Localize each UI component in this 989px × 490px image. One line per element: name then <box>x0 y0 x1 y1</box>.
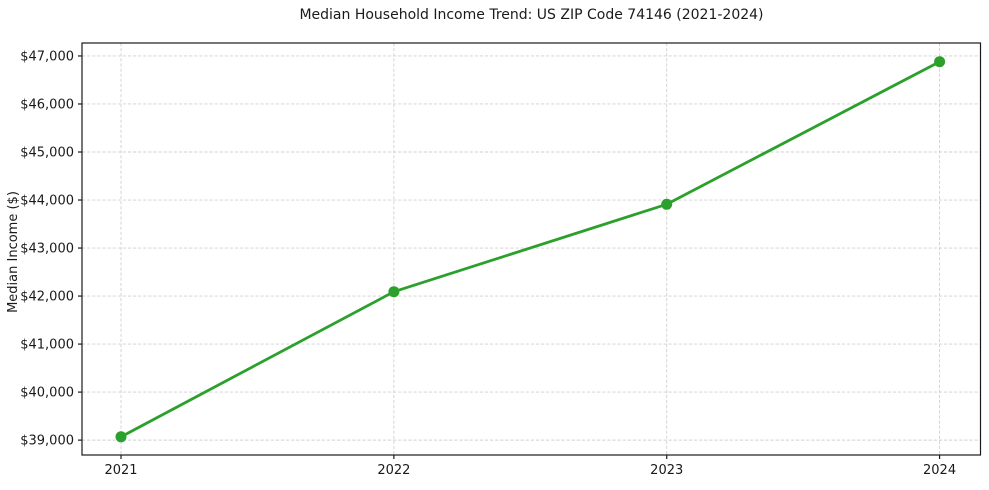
data-point-2022 <box>388 286 400 298</box>
y-tick-label: $45,000 <box>20 146 74 161</box>
y-tick-label: $41,000 <box>20 338 74 353</box>
y-tick-label: $43,000 <box>20 242 74 257</box>
trend-line <box>119 60 941 439</box>
data-point-2023 <box>661 198 673 210</box>
y-tick-label: $44,000 <box>20 194 74 209</box>
y-tick-label: $42,000 <box>20 290 74 305</box>
chart-title: Median Household Income Trend: US ZIP Co… <box>299 7 764 23</box>
x-tick-label: 2023 <box>650 463 683 478</box>
data-point-2024 <box>934 56 946 68</box>
plot-border <box>81 42 982 456</box>
y-tick-label: $47,000 <box>20 49 74 64</box>
y-tick-label: $40,000 <box>20 386 74 401</box>
x-tick-label: 2022 <box>377 463 410 478</box>
y-tick-label: $39,000 <box>20 434 74 449</box>
x-tick-label: 2024 <box>923 463 956 478</box>
x-tick-label: 2021 <box>104 463 137 478</box>
y-tick-label: $46,000 <box>20 97 74 112</box>
data-point-2021 <box>115 431 127 443</box>
